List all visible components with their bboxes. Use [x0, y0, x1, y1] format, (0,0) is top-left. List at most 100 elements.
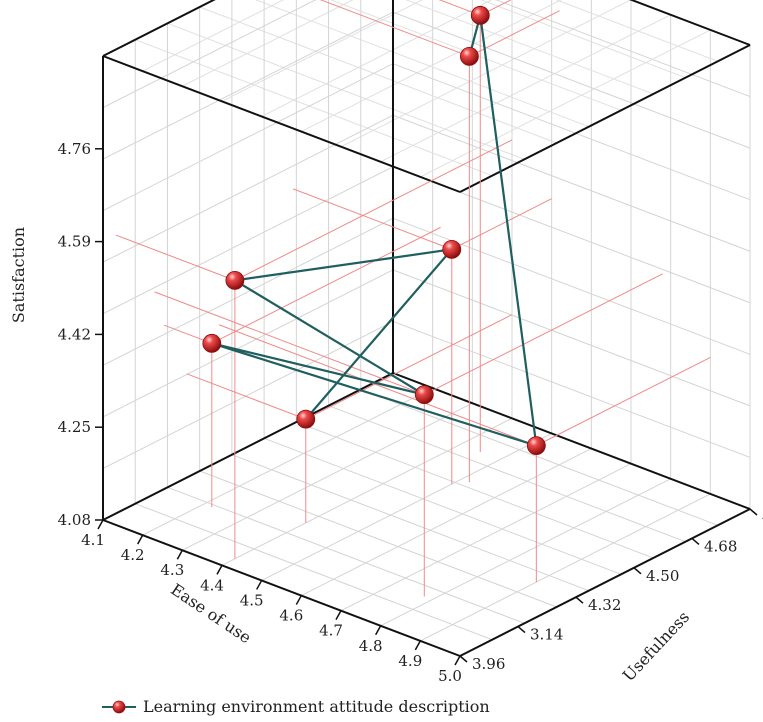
legend-marker-icon: [112, 700, 126, 714]
grid-line: [330, 0, 622, 111]
grid-line: [254, 0, 590, 128]
data-point: [202, 333, 222, 353]
x-tick-label: 5.0: [438, 667, 462, 685]
frame-edge: [102, 55, 461, 193]
series-lines: [210, 14, 538, 447]
grid-line: [360, 388, 718, 526]
grid-line: [182, 0, 354, 87]
grid-line: [135, 503, 493, 641]
drop-lines: [115, 0, 711, 597]
data-point: [459, 47, 479, 66]
y-tick-mark: [691, 537, 700, 545]
series-line: [210, 14, 538, 447]
y-tick-mark: [633, 567, 642, 575]
grid-line: [340, 463, 632, 612]
frame-edge: [392, 372, 751, 510]
grid-line: [102, 0, 317, 109]
z-tick-label: 4.42: [58, 325, 91, 343]
y-tick-label: 4.50: [646, 567, 679, 585]
z-tick-label: 4.08: [58, 511, 91, 529]
grid-line: [102, 11, 394, 160]
x-tick-mark: [375, 625, 382, 636]
data-points: [202, 5, 546, 456]
grid-line: [221, 417, 513, 566]
grid-line: [555, 0, 718, 62]
data-point: [296, 409, 316, 429]
grid-line: [296, 421, 654, 559]
x-tick-mark: [454, 655, 461, 666]
drop-line-to-back-wall: [424, 273, 663, 396]
x-tick-mark: [335, 610, 342, 621]
grid-line: [102, 0, 215, 57]
grid-line: [301, 448, 592, 597]
frame-edge: [459, 508, 751, 657]
grid-line: [328, 405, 686, 543]
grid-line: [199, 6, 557, 144]
y-tick-label: 4.68: [704, 537, 737, 555]
grid-line: [392, 63, 751, 201]
grid-line: [380, 478, 671, 627]
grid-line: [340, 0, 632, 148]
x-tick-mark: [137, 534, 144, 545]
grid-line: [199, 470, 557, 608]
drop-line-to-left-wall: [218, 324, 537, 447]
grid-line: [261, 432, 552, 581]
x-tick-label: 4.9: [398, 652, 422, 670]
y-tick-mark: [749, 508, 758, 516]
grid-line: [392, 11, 751, 149]
grid-line: [420, 29, 711, 178]
drop-line-to-left-wall: [438, 0, 481, 16]
y-tick-mark: [459, 655, 468, 663]
grid-line: [392, 320, 751, 458]
drop-line-to-left-wall: [186, 373, 306, 420]
grid-line: [392, 269, 751, 407]
grid-line: [495, 0, 751, 98]
grid-line: [102, 63, 394, 212]
grid-line: [102, 114, 394, 263]
drop-line-to-back-wall: [234, 139, 513, 281]
grid-line: [392, 114, 751, 252]
z-axis-title: Satisfaction: [9, 227, 28, 323]
grid-line: [142, 0, 285, 72]
drop-line-to-back-wall: [536, 356, 711, 447]
y-tick-mark: [575, 596, 584, 604]
x-tick-mark: [256, 580, 263, 590]
data-point: [225, 270, 245, 290]
x-tick-label: 4.3: [160, 561, 184, 579]
y-tick-label: 4.32: [588, 596, 621, 614]
y-axis-title: Usefulness: [619, 607, 693, 685]
y-tick-label: 3.14: [530, 626, 563, 644]
x-tick-mark: [216, 564, 223, 575]
x-tick-mark: [295, 595, 302, 605]
x-tick-label: 4.2: [121, 546, 145, 564]
grid-line: [102, 166, 394, 315]
axis-frame: [102, 0, 751, 657]
grid-line: [182, 402, 473, 551]
x-tick-label: 4.4: [200, 576, 224, 594]
drop-line-to-back-wall: [451, 198, 552, 250]
grid-line: [102, 217, 394, 366]
grid-line: [405, 0, 654, 95]
frame-edge: [629, 0, 751, 46]
drop-line-to-left-wall: [154, 291, 425, 396]
grid-line: [380, 14, 671, 163]
grid-line: [392, 217, 751, 355]
drop-line-to-back-wall: [480, 0, 512, 16]
frame-edge: [102, 0, 216, 57]
grid-line: [301, 0, 562, 133]
z-tick-label: 4.76: [58, 140, 91, 158]
grid-line: [135, 39, 493, 177]
grid-line: [167, 486, 525, 624]
grid-line: [231, 454, 590, 592]
grid-line: [480, 0, 686, 79]
y-tick-label: 3.96: [472, 655, 505, 673]
grid-line: [142, 387, 433, 536]
data-point: [470, 5, 490, 25]
z-tick-label: 4.25: [58, 418, 91, 436]
x-tick-label: 4.1: [81, 531, 105, 549]
drop-line-to-left-wall: [319, 0, 470, 57]
y-tick-mark: [517, 626, 526, 634]
x-tick-mark: [97, 519, 104, 530]
frame-edge: [459, 44, 751, 193]
x-tick-mark: [414, 640, 421, 651]
